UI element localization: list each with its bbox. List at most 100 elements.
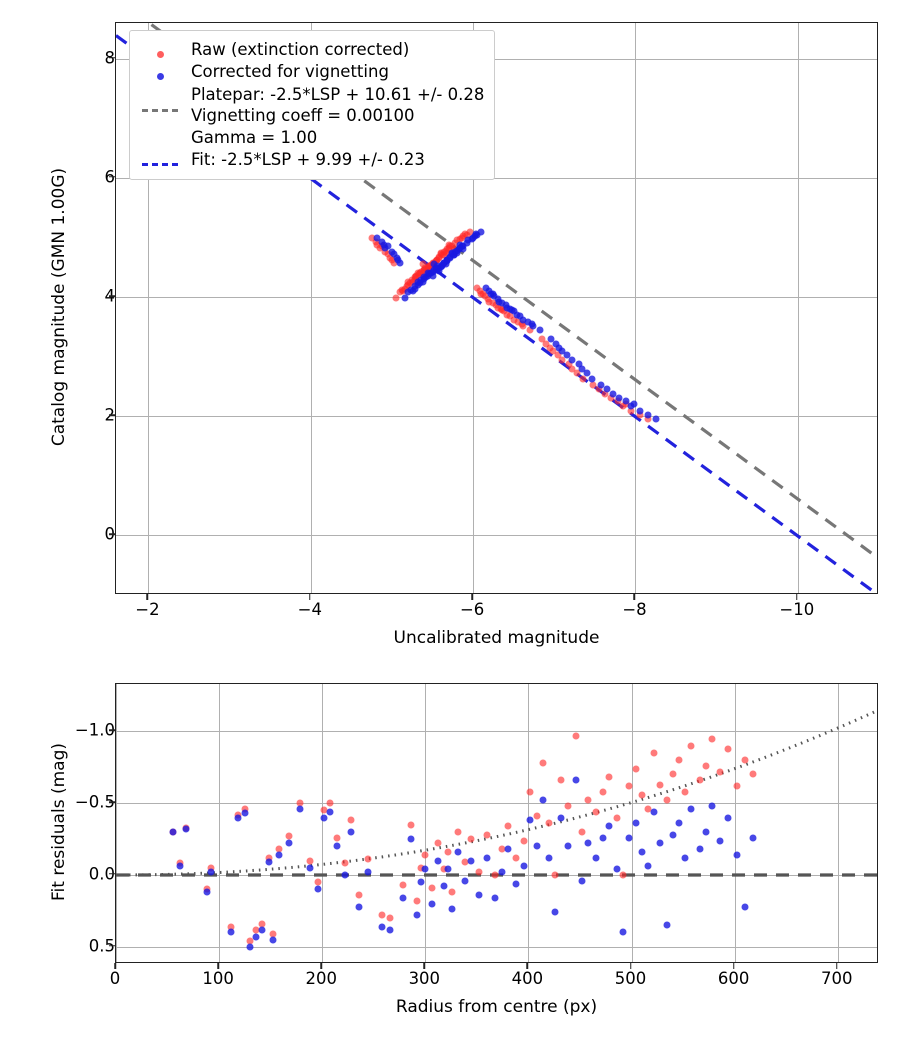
data-point-raw xyxy=(512,854,520,862)
data-point-raw xyxy=(627,407,635,415)
y-tick-label: 8 xyxy=(0,48,124,67)
data-point-raw xyxy=(551,871,559,879)
data-point-raw xyxy=(599,788,607,796)
data-point-corrected xyxy=(467,857,475,865)
gridline-vertical xyxy=(797,23,799,593)
data-point-corrected xyxy=(575,360,583,368)
data-point-corrected xyxy=(520,862,528,870)
gridline-vertical xyxy=(473,23,475,593)
data-point-corrected xyxy=(355,903,363,911)
data-point-raw xyxy=(258,920,266,928)
x-tick-label: 500 xyxy=(614,969,647,988)
data-point-raw xyxy=(636,411,644,419)
data-point-raw xyxy=(399,287,407,295)
y-tick-mark xyxy=(109,176,115,178)
data-point-raw xyxy=(573,369,581,377)
data-point-raw xyxy=(386,914,394,922)
data-point-corrected xyxy=(545,854,553,862)
data-point-corrected xyxy=(638,848,646,856)
legend-dash-fit-icon xyxy=(142,162,178,166)
data-point-raw xyxy=(419,260,427,268)
gridline-vertical xyxy=(219,684,221,962)
y-tick-label: −1.0 xyxy=(74,720,115,740)
data-point-raw xyxy=(440,865,448,873)
y-tick-mark xyxy=(109,295,115,297)
gridline-vertical xyxy=(734,684,736,962)
data-point-raw xyxy=(592,808,600,816)
data-point-corrected xyxy=(716,837,724,844)
data-point-raw xyxy=(227,923,235,931)
data-point-corrected xyxy=(258,926,266,934)
y-tick-label: 0.5 xyxy=(88,936,115,956)
data-point-corrected xyxy=(663,921,671,929)
data-point-corrected xyxy=(347,828,355,836)
data-point-corrected xyxy=(459,245,467,253)
legend-label: Raw (extinction corrected) xyxy=(191,40,410,59)
data-point-corrected xyxy=(314,885,322,893)
data-point-corrected xyxy=(592,854,600,862)
x-tick-label: 100 xyxy=(202,969,234,988)
data-point-corrected xyxy=(252,933,260,941)
data-point-raw xyxy=(461,858,468,866)
data-point-corrected xyxy=(440,882,448,890)
y-tick-mark xyxy=(109,873,115,875)
data-point-corrected xyxy=(644,862,652,870)
data-point-corrected xyxy=(613,865,621,873)
data-point-raw xyxy=(650,749,658,757)
data-point-corrected xyxy=(533,842,541,850)
data-point-raw xyxy=(568,365,576,373)
data-point-raw xyxy=(538,335,546,343)
data-point-raw xyxy=(741,756,749,764)
data-point-corrected xyxy=(487,290,495,297)
y-tick-mark xyxy=(109,57,115,59)
data-point-corrected xyxy=(320,814,328,822)
data-point-raw xyxy=(542,340,550,348)
data-point-corrected xyxy=(578,877,586,885)
x-tick-label: −4 xyxy=(297,600,322,619)
data-point-corrected xyxy=(563,351,571,359)
data-point-corrected xyxy=(378,923,386,931)
data-point-corrected xyxy=(396,259,404,267)
data-point-raw xyxy=(708,735,716,743)
data-point-corrected xyxy=(529,322,537,330)
data-point-raw xyxy=(632,765,640,773)
data-point-raw xyxy=(368,234,376,241)
data-point-corrected xyxy=(364,868,372,876)
data-point-raw xyxy=(265,854,273,862)
data-point-corrected xyxy=(453,249,461,257)
data-point-raw xyxy=(320,806,328,814)
data-point-raw xyxy=(613,814,621,822)
data-point-raw xyxy=(546,344,554,352)
data-point-raw xyxy=(475,868,483,876)
x-tick-label: 200 xyxy=(305,969,337,988)
data-point-corrected xyxy=(568,356,576,364)
data-point-raw xyxy=(381,248,389,256)
data-point-raw xyxy=(558,356,566,364)
data-point-raw xyxy=(296,799,304,807)
data-point-corrected xyxy=(429,272,437,280)
data-point-raw xyxy=(378,911,386,919)
data-point-corrected xyxy=(564,842,572,850)
data-point-corrected xyxy=(599,834,607,842)
data-point-raw xyxy=(506,312,514,320)
data-point-corrected xyxy=(630,400,638,408)
data-point-corrected xyxy=(539,796,547,804)
data-point-raw xyxy=(285,832,293,840)
data-point-raw xyxy=(433,256,441,264)
x-tick-mark xyxy=(423,963,426,969)
data-point-raw xyxy=(483,831,491,839)
data-point-raw xyxy=(456,235,464,243)
data-point-corrected xyxy=(414,278,422,286)
data-point-corrected xyxy=(393,254,401,262)
data-point-corrected xyxy=(388,248,396,256)
data-point-corrected xyxy=(696,845,704,853)
y-tick-label: 6 xyxy=(0,167,124,186)
data-point-raw xyxy=(477,290,485,297)
data-point-raw xyxy=(492,301,500,309)
legend-key-corrected xyxy=(140,60,180,82)
legend-marker-corrected-icon xyxy=(156,72,164,80)
data-point-raw xyxy=(554,351,562,359)
data-point-raw xyxy=(425,262,432,270)
data-point-corrected xyxy=(558,347,566,355)
data-point-raw xyxy=(656,781,664,788)
